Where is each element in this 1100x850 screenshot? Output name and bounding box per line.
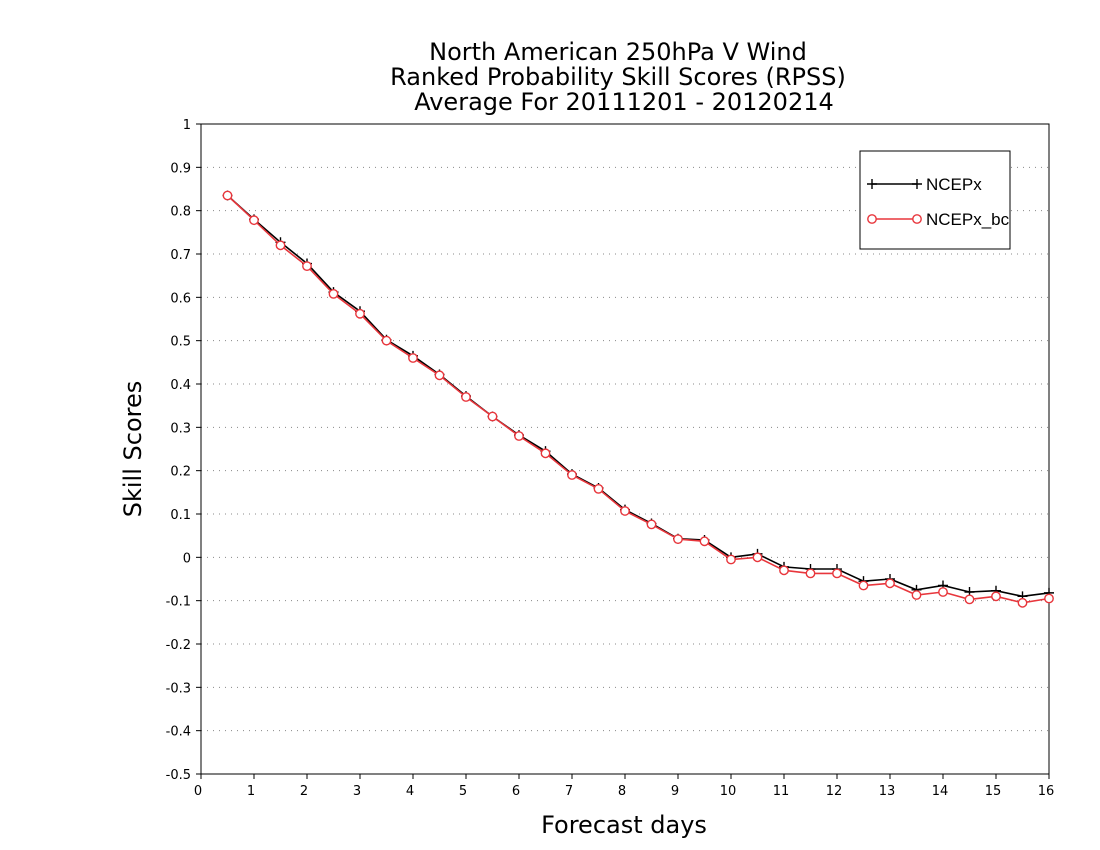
chart-title: North American 250hPa V Wind Ranked Prob… xyxy=(390,38,846,116)
title-line-2: Ranked Probability Skill Scores (RPSS) xyxy=(390,63,846,91)
x-tick-label: 4 xyxy=(406,784,414,799)
data-point xyxy=(302,261,312,272)
legend-marker xyxy=(867,214,877,224)
data-point xyxy=(991,591,1001,602)
y-axis-ticks: -0.5 -0.4 -0.3 -0.2 -0.1 0 0.1 0.2 0.3 0.4 0.5 0.6 0… xyxy=(166,118,201,783)
y-tick-label: 0.3 xyxy=(170,421,191,436)
title-line-3: Average For 20111201 - 20120214 xyxy=(414,88,834,116)
data-point xyxy=(593,483,604,494)
y-tick-label: 1 xyxy=(183,118,191,133)
y-tick-label: -0.1 xyxy=(166,595,191,610)
y-tick-label: 0.4 xyxy=(170,378,191,393)
y-tick-label: -0.2 xyxy=(166,638,191,653)
legend-label: NCEPx xyxy=(926,175,982,194)
y-tick-label: -0.5 xyxy=(166,768,191,783)
legend-items: NCEPx NCEPx_bc xyxy=(867,175,1010,229)
data-point xyxy=(408,353,418,363)
data-point xyxy=(752,552,763,563)
title-line-1: North American 250hPa V Wind xyxy=(429,38,807,66)
data-point xyxy=(567,470,577,480)
x-tick-label: 0 xyxy=(194,784,202,799)
grid-lines xyxy=(201,166,1049,732)
legend-box xyxy=(859,150,1011,250)
legend-marker xyxy=(912,214,922,224)
x-axis-label: Forecast days xyxy=(541,811,707,839)
data-point xyxy=(673,534,683,545)
data-point xyxy=(646,519,657,530)
x-tick-label: 15 xyxy=(985,784,1002,799)
series-NCEPx_bc xyxy=(222,190,1054,608)
x-tick-label: 5 xyxy=(459,784,467,799)
legend-marker xyxy=(867,179,877,189)
x-tick-label: 3 xyxy=(353,784,361,799)
x-tick-label: 12 xyxy=(826,784,843,799)
y-tick-label: 0.7 xyxy=(170,248,191,263)
x-tick-label: 11 xyxy=(773,784,790,799)
x-tick-label: 1 xyxy=(247,784,255,799)
data-point xyxy=(514,431,524,441)
x-tick-label: 2 xyxy=(300,784,308,799)
data-point xyxy=(620,506,630,516)
y-tick-label: 0 xyxy=(183,551,191,566)
data-point xyxy=(355,308,365,319)
x-tick-label: 7 xyxy=(565,784,573,799)
x-tick-label: 9 xyxy=(671,784,679,799)
x-tick-label: 10 xyxy=(720,784,737,799)
y-axis-label: Skill Scores xyxy=(119,381,147,518)
data-point xyxy=(1017,597,1028,608)
series-line xyxy=(226,194,1049,598)
data-point xyxy=(275,240,286,251)
data-point xyxy=(461,392,471,402)
x-tick-label: 14 xyxy=(932,784,949,799)
data-point xyxy=(938,587,948,597)
data-point xyxy=(1044,593,1054,604)
data-point xyxy=(779,565,789,576)
y-tick-label: -0.4 xyxy=(166,725,191,740)
data-point xyxy=(222,190,233,201)
y-tick-label: 0.9 xyxy=(170,161,191,176)
data-point xyxy=(434,370,445,381)
y-tick-label: -0.3 xyxy=(166,681,191,696)
data-point xyxy=(249,215,259,226)
x-tick-label: 8 xyxy=(618,784,626,799)
x-tick-label: 6 xyxy=(512,784,520,799)
y-tick-label: 0.1 xyxy=(170,508,191,523)
data-point xyxy=(805,568,816,579)
x-tick-label: 16 xyxy=(1038,784,1055,799)
y-tick-label: 0.6 xyxy=(170,291,191,306)
data-point xyxy=(832,568,842,579)
data-point xyxy=(328,288,339,299)
y-tick-label: 0.5 xyxy=(170,335,191,350)
data-point xyxy=(540,448,551,459)
x-axis-ticks: 0 1 2 3 4 5 6 7 8 9 10 11 12 13 14 15 16 xyxy=(194,774,1054,799)
data-point xyxy=(964,594,975,605)
series-NCEPx xyxy=(222,190,1054,602)
data-point xyxy=(858,580,869,591)
data-point xyxy=(487,411,498,422)
data-point xyxy=(885,578,895,589)
legend: NCEPx NCEPx_bc xyxy=(859,150,1011,250)
series-line xyxy=(226,194,1049,604)
data-point xyxy=(911,590,922,600)
x-tick-label: 13 xyxy=(879,784,896,799)
series-layer xyxy=(222,190,1054,608)
legend-item-NCEPx_bc: NCEPx_bc xyxy=(867,210,1010,229)
y-tick-label: 0.8 xyxy=(170,205,191,220)
data-point xyxy=(381,335,392,346)
y-tick-label: 0.2 xyxy=(170,465,191,480)
data-point xyxy=(726,554,736,565)
legend-item-NCEPx: NCEPx xyxy=(867,175,982,194)
legend-marker xyxy=(912,179,922,189)
legend-label: NCEPx_bc xyxy=(926,210,1010,229)
data-point xyxy=(699,536,710,547)
